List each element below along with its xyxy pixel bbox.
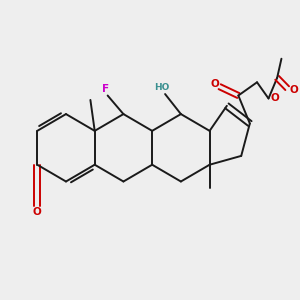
- Text: O: O: [33, 207, 42, 218]
- Text: O: O: [289, 85, 298, 94]
- Text: HO: HO: [154, 83, 170, 92]
- Text: F: F: [102, 84, 109, 94]
- Text: O: O: [271, 93, 279, 103]
- Text: O: O: [210, 79, 219, 89]
